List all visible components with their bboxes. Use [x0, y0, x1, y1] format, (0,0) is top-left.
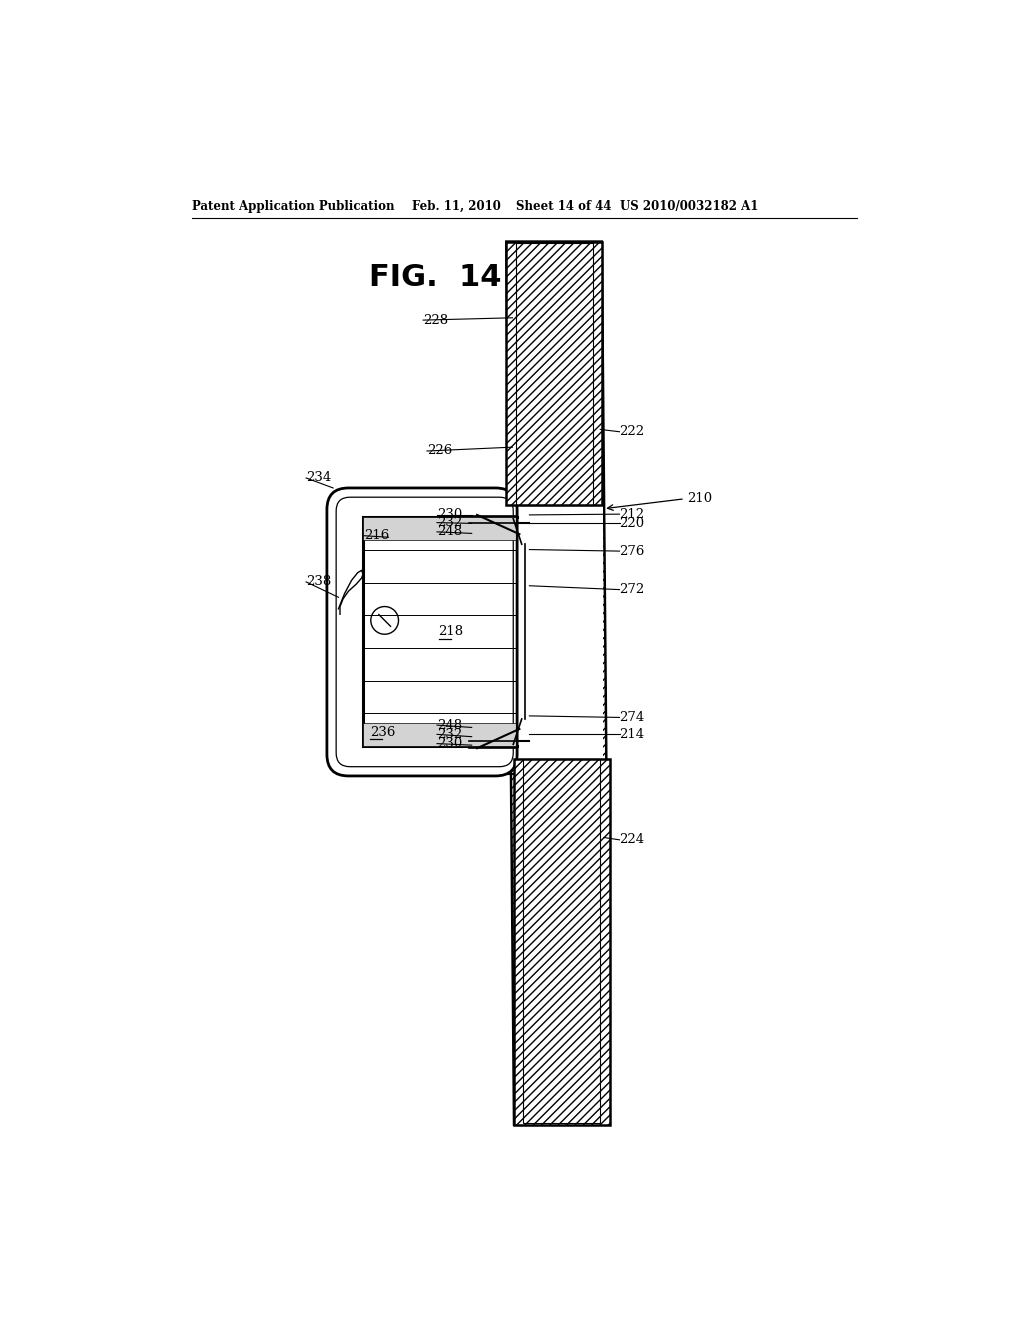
Text: Sheet 14 of 44: Sheet 14 of 44 — [515, 199, 611, 213]
Text: 212: 212 — [620, 508, 645, 520]
Text: 216: 216 — [364, 529, 389, 543]
Text: 230: 230 — [437, 737, 462, 750]
Text: US 2010/0032182 A1: US 2010/0032182 A1 — [620, 199, 758, 213]
Polygon shape — [364, 517, 517, 540]
Text: 218: 218 — [438, 626, 464, 639]
Polygon shape — [364, 723, 517, 746]
Text: 236: 236 — [370, 726, 395, 739]
Polygon shape — [506, 242, 602, 506]
Polygon shape — [514, 759, 609, 1125]
Text: 220: 220 — [620, 517, 645, 529]
Text: 222: 222 — [620, 425, 645, 438]
Text: 232: 232 — [437, 516, 462, 529]
Text: 226: 226 — [427, 445, 453, 458]
Text: 214: 214 — [620, 727, 645, 741]
Text: 238: 238 — [306, 576, 332, 589]
Text: 276: 276 — [620, 545, 645, 557]
Text: 272: 272 — [620, 583, 645, 597]
Polygon shape — [515, 243, 600, 1123]
Text: 274: 274 — [620, 711, 645, 723]
Polygon shape — [506, 242, 609, 1125]
Text: Feb. 11, 2010: Feb. 11, 2010 — [412, 199, 501, 213]
Text: 230: 230 — [437, 508, 462, 521]
Text: 248: 248 — [437, 525, 462, 539]
Text: Patent Application Publication: Patent Application Publication — [193, 199, 394, 213]
FancyBboxPatch shape — [336, 498, 513, 767]
Text: FIG.  14: FIG. 14 — [370, 263, 502, 292]
Text: 224: 224 — [620, 833, 645, 846]
Text: 210: 210 — [687, 492, 713, 506]
Bar — [505, 506, 603, 759]
Text: 232: 232 — [437, 727, 462, 741]
Text: 234: 234 — [306, 471, 332, 484]
FancyBboxPatch shape — [327, 488, 517, 776]
Text: 248: 248 — [437, 718, 462, 731]
Text: 228: 228 — [423, 314, 449, 326]
